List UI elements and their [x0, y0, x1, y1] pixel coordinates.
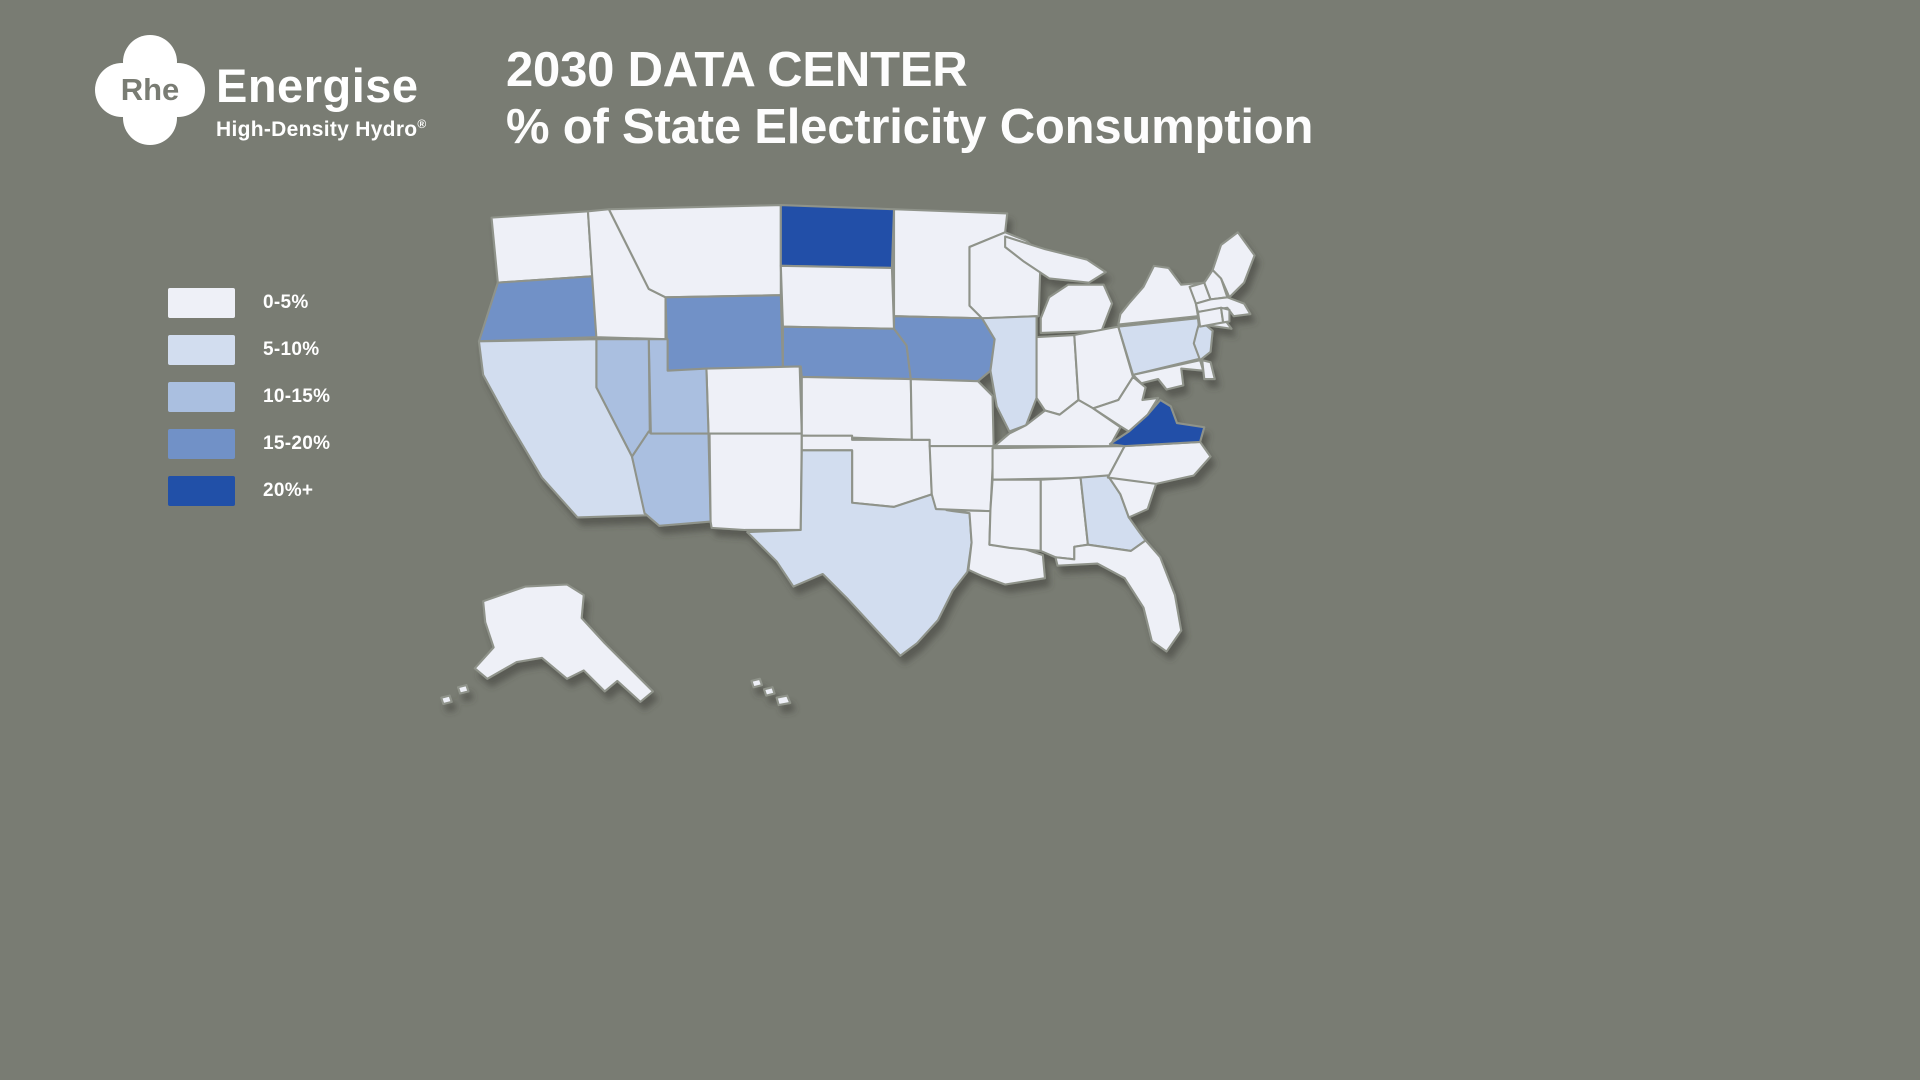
state-WV [1092, 375, 1160, 433]
state-OR [477, 275, 598, 343]
state-NC [1106, 440, 1212, 485]
state-AK-island [440, 694, 453, 706]
state-TX [746, 449, 973, 657]
state-AK [473, 583, 654, 703]
legend-row-10-15: 10-15% [168, 382, 330, 412]
legend-swatch-5-10 [168, 335, 235, 365]
state-HI-island [775, 694, 792, 707]
state-AZ [630, 430, 712, 527]
title-line-1: 2030 DATA CENTER [506, 43, 968, 97]
legend-swatch-15-20 [168, 429, 235, 459]
state-ME [1211, 231, 1256, 299]
state-CT [1196, 306, 1225, 328]
legend-row-0-5: 0-5% [168, 288, 330, 318]
registered-trademark-icon: ® [417, 117, 427, 131]
state-HI-island [763, 686, 776, 697]
state-MS [988, 478, 1042, 552]
state-KS [800, 375, 913, 441]
legend-row-15-20: 15-20% [168, 429, 330, 459]
logo-tagline: High-Density Hydro® [216, 117, 427, 142]
us-choropleth-map [420, 182, 1280, 753]
state-NE [781, 325, 912, 381]
state-FL [1054, 539, 1183, 653]
state-TN [991, 445, 1126, 481]
state-AK-island [456, 684, 470, 695]
state-MI [1004, 235, 1114, 334]
legend-label-20-plus: 20%+ [263, 480, 314, 501]
state-IN [1035, 333, 1080, 416]
legend-label-0-5: 0-5% [263, 292, 309, 313]
legend-row-5-10: 5-10% [168, 335, 330, 365]
state-AR [928, 445, 995, 513]
state-MD [1131, 359, 1205, 391]
page-title: 2030 DATA CENTER % of State Electricity … [506, 42, 1313, 157]
state-RI [1219, 306, 1231, 324]
legend-label-10-15: 10-15% [263, 386, 331, 407]
state-CO [705, 365, 803, 435]
logo-flower-icon: Rhe [95, 35, 205, 145]
logo: Rhe Energise High-Density Hydro® [86, 26, 427, 154]
legend-swatch-0-5 [168, 288, 235, 318]
logo-tagline-text: High-Density Hydro [216, 118, 418, 141]
state-WA [490, 210, 594, 284]
state-NJ [1192, 319, 1214, 362]
state-NM [708, 432, 803, 532]
legend-swatch-20-plus [168, 476, 235, 506]
state-WY [664, 294, 784, 372]
state-HI-island [750, 677, 764, 689]
logo-brand-prefix: Rhe [121, 72, 180, 107]
state-SD [779, 264, 896, 330]
legend-label-15-20: 15-20% [263, 433, 331, 454]
state-ND [779, 204, 896, 269]
logo-brand-suffix: Energise [216, 59, 419, 112]
state-KY [993, 398, 1122, 448]
state-DE [1201, 359, 1216, 381]
legend-swatch-10-15 [168, 382, 235, 412]
state-IA [892, 315, 996, 383]
legend: 0-5% 5-10% 10-15% 15-20% 20%+ [168, 288, 330, 523]
legend-label-5-10: 5-10% [263, 339, 320, 360]
logo-text: Energise High-Density Hydro® [216, 26, 427, 142]
legend-row-20-plus: 20%+ [168, 476, 330, 506]
us-map-svg [440, 204, 1256, 707]
state-MO [909, 378, 995, 448]
title-line-2: % of State Electricity Consumption [506, 100, 1314, 155]
